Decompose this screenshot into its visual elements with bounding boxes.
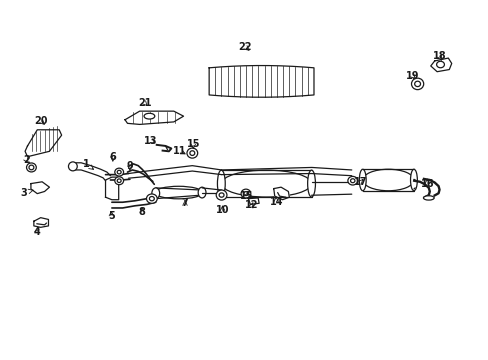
Text: 15: 15 bbox=[240, 191, 253, 201]
Text: 13: 13 bbox=[144, 136, 157, 145]
Ellipse shape bbox=[359, 169, 366, 191]
Text: 5: 5 bbox=[108, 211, 115, 221]
Ellipse shape bbox=[241, 189, 250, 198]
Ellipse shape bbox=[221, 170, 311, 197]
Text: 14: 14 bbox=[269, 197, 283, 207]
Ellipse shape bbox=[186, 148, 197, 158]
Ellipse shape bbox=[244, 192, 247, 195]
Ellipse shape bbox=[115, 177, 123, 185]
Text: 1: 1 bbox=[82, 159, 93, 170]
Ellipse shape bbox=[307, 170, 315, 197]
Ellipse shape bbox=[68, 162, 77, 171]
Text: 11: 11 bbox=[173, 146, 186, 156]
Text: 18: 18 bbox=[432, 51, 446, 61]
Text: 7: 7 bbox=[181, 198, 188, 208]
Polygon shape bbox=[105, 177, 119, 200]
Ellipse shape bbox=[26, 163, 36, 172]
Ellipse shape bbox=[115, 168, 123, 176]
Text: 3: 3 bbox=[20, 188, 33, 198]
Ellipse shape bbox=[198, 187, 205, 198]
Text: 21: 21 bbox=[138, 98, 151, 108]
Ellipse shape bbox=[149, 197, 154, 201]
Polygon shape bbox=[73, 163, 110, 181]
Text: 17: 17 bbox=[353, 177, 366, 187]
Text: 12: 12 bbox=[244, 200, 258, 210]
Polygon shape bbox=[31, 182, 49, 194]
Ellipse shape bbox=[117, 179, 121, 183]
Polygon shape bbox=[209, 66, 313, 97]
Polygon shape bbox=[125, 111, 183, 125]
Polygon shape bbox=[25, 130, 61, 157]
Text: 15: 15 bbox=[186, 139, 200, 149]
Text: 2: 2 bbox=[23, 155, 30, 165]
Text: 16: 16 bbox=[420, 179, 433, 189]
Ellipse shape bbox=[411, 78, 423, 90]
Polygon shape bbox=[430, 58, 451, 72]
Ellipse shape bbox=[347, 176, 357, 185]
Ellipse shape bbox=[216, 190, 226, 200]
Ellipse shape bbox=[189, 151, 194, 156]
Ellipse shape bbox=[219, 193, 224, 197]
Text: 6: 6 bbox=[109, 152, 116, 162]
Ellipse shape bbox=[144, 113, 155, 119]
Text: 20: 20 bbox=[34, 116, 47, 126]
Text: 10: 10 bbox=[215, 206, 229, 216]
Text: 4: 4 bbox=[34, 227, 41, 237]
Ellipse shape bbox=[146, 194, 157, 203]
Ellipse shape bbox=[29, 165, 34, 170]
Ellipse shape bbox=[155, 186, 202, 199]
Text: 19: 19 bbox=[405, 71, 419, 81]
Polygon shape bbox=[273, 187, 289, 200]
Ellipse shape bbox=[436, 61, 444, 68]
Text: 9: 9 bbox=[126, 161, 133, 171]
Polygon shape bbox=[34, 218, 48, 227]
Ellipse shape bbox=[152, 188, 159, 199]
Ellipse shape bbox=[410, 169, 416, 191]
Ellipse shape bbox=[117, 170, 121, 174]
Text: 8: 8 bbox=[139, 207, 145, 217]
Ellipse shape bbox=[414, 81, 420, 87]
Ellipse shape bbox=[423, 196, 433, 200]
Ellipse shape bbox=[362, 169, 413, 191]
Polygon shape bbox=[248, 198, 259, 204]
Ellipse shape bbox=[350, 179, 354, 183]
Ellipse shape bbox=[217, 170, 225, 197]
Text: 22: 22 bbox=[238, 42, 252, 52]
